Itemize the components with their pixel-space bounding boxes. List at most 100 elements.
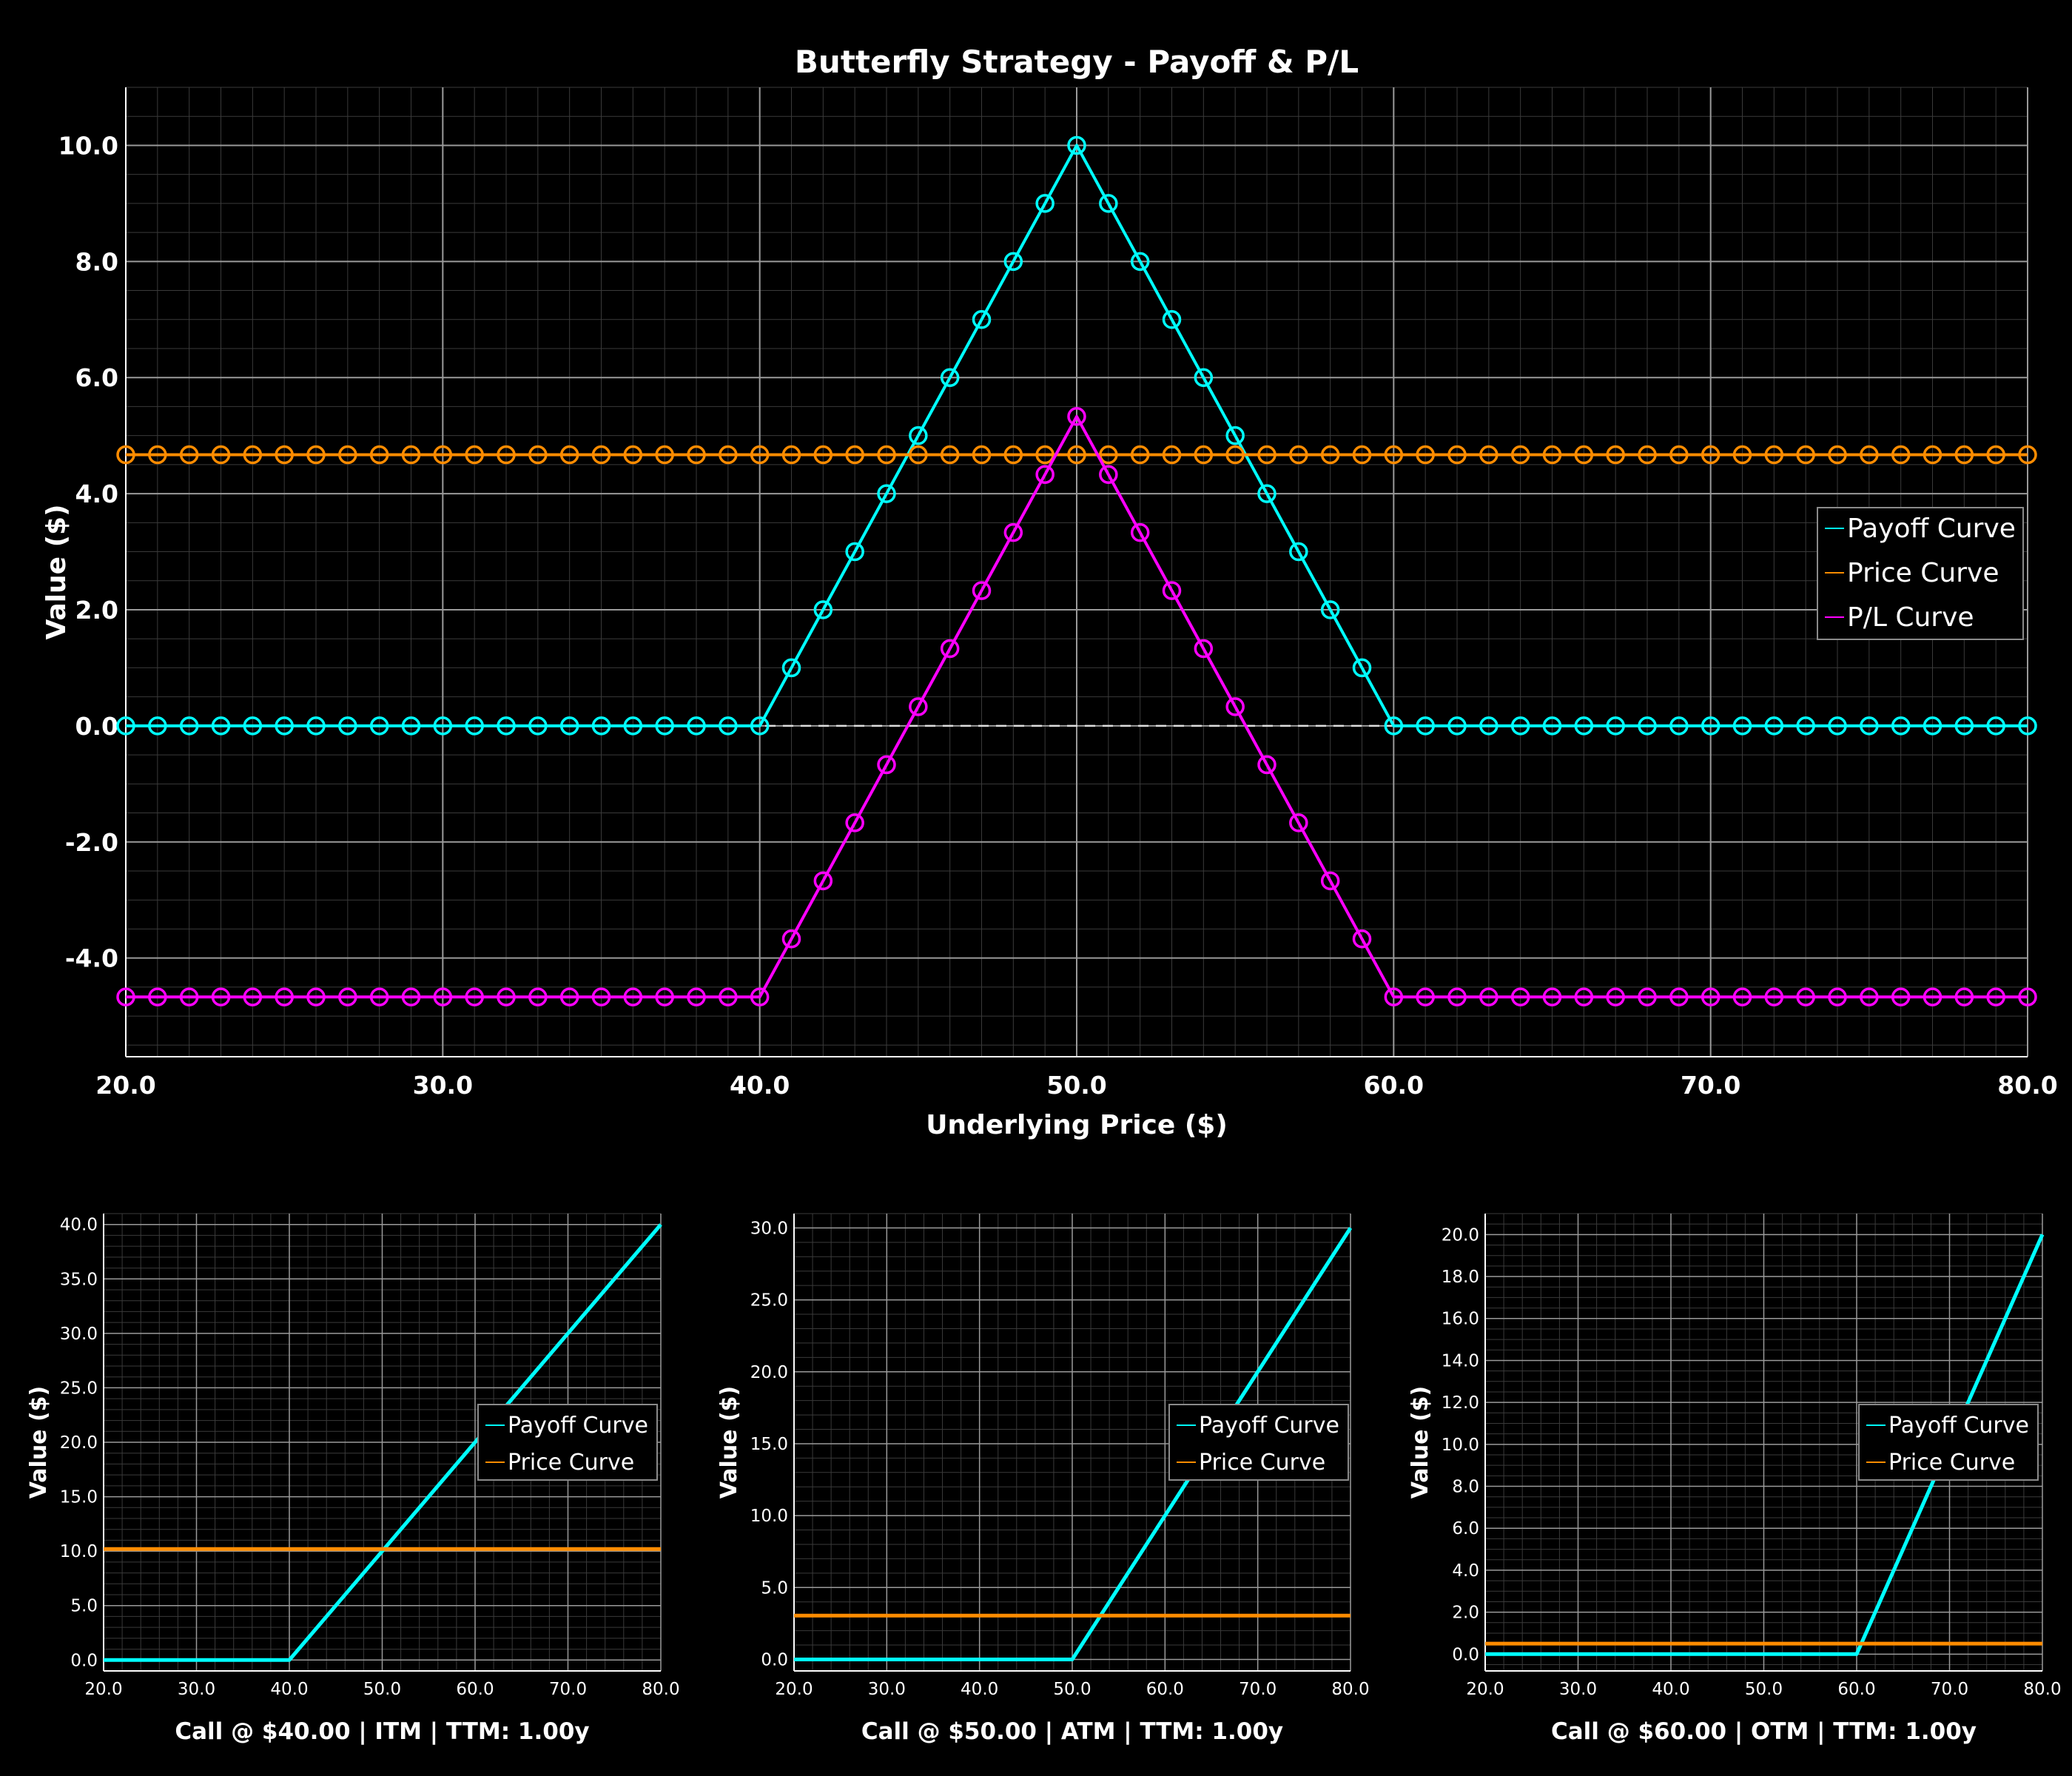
data-point-marker (1035, 194, 1054, 213)
legend-entry-1: Price Curve (1847, 558, 1999, 588)
y-tick-label: 15.0 (750, 1435, 788, 1454)
data-point-marker (211, 445, 231, 465)
y-tick-label: 0.0 (75, 712, 118, 741)
data-point-marker (845, 445, 864, 465)
data-point-marker (623, 445, 643, 465)
data-point-marker (1796, 987, 1815, 1006)
data-point-marker (211, 987, 231, 1006)
data-point-marker (401, 716, 421, 736)
data-point-marker (687, 445, 706, 465)
data-point-marker (909, 426, 928, 445)
legend-box (1168, 1404, 1349, 1481)
data-point-marker (465, 445, 484, 465)
x-tick-label: 80.0 (1331, 1680, 1369, 1699)
y-tick-label: 0.0 (761, 1650, 788, 1669)
data-point-marker (1289, 813, 1308, 832)
data-point-marker (909, 697, 928, 716)
data-point-marker (306, 987, 326, 1006)
data-point-marker (1574, 987, 1594, 1006)
data-point-marker (148, 987, 167, 1006)
data-point-marker (1257, 484, 1276, 503)
data-point-marker (719, 716, 738, 736)
data-point-marker (1352, 658, 1372, 678)
series-line-0 (1485, 1234, 2045, 1656)
data-point-marker (179, 716, 199, 736)
y-tick-label: -4.0 (65, 944, 118, 973)
data-point-marker (1194, 445, 1214, 465)
data-point-marker (1542, 987, 1562, 1006)
data-point-marker (813, 871, 833, 891)
data-point-marker (1986, 716, 2005, 736)
x-tick-label: 20.0 (84, 1680, 122, 1699)
data-point-marker (1352, 929, 1372, 949)
data-point-marker (1384, 987, 1404, 1006)
data-point-marker (497, 987, 516, 1006)
series-line-0 (104, 1223, 662, 1662)
x-tick-label: 50.0 (1053, 1680, 1091, 1699)
data-point-marker (655, 987, 674, 1006)
data-point-marker (1891, 716, 1911, 736)
y-tick-label: 4.0 (1452, 1561, 1479, 1581)
data-point-marker (1732, 987, 1752, 1006)
data-point-marker (401, 445, 421, 465)
legend: Payoff Curve Price Curve (477, 1404, 658, 1481)
data-point-marker (1225, 426, 1245, 445)
x-tick-label: 80.0 (1997, 1071, 2057, 1100)
data-point-marker (1701, 445, 1720, 465)
data-point-marker (1035, 445, 1054, 465)
data-point-marker (623, 987, 643, 1006)
option-chart-3: 20.0 30.0 40.0 50.0 60.0 70.0 80.0 0.0 2.0 4.0 6.0… (1407, 1213, 2062, 1745)
data-point-marker (243, 716, 263, 736)
data-point-marker (813, 445, 833, 465)
data-point-marker (781, 658, 801, 678)
data-point-marker (1860, 445, 1879, 465)
data-point-marker (591, 445, 611, 465)
data-point-marker (369, 445, 389, 465)
data-point-marker (1320, 871, 1340, 891)
data-point-marker (1067, 407, 1086, 426)
data-point-marker (401, 987, 421, 1006)
data-point-marker (750, 716, 770, 736)
x-tick-label: 20.0 (95, 1071, 155, 1100)
data-point-marker (465, 987, 484, 1006)
x-tick-label: 60.0 (1837, 1680, 1875, 1699)
data-point-marker (1764, 445, 1784, 465)
data-point-marker (1447, 987, 1467, 1006)
data-point-marker (1510, 445, 1530, 465)
y-tick-label: 4.0 (75, 480, 118, 508)
data-point-marker (1923, 716, 1942, 736)
data-point-marker (1479, 445, 1498, 465)
data-point-marker (1130, 445, 1150, 465)
option-chart-1: 20.0 30.0 40.0 50.0 60.0 70.0 80.0 0.0 5.0 10.0 15… (26, 1213, 680, 1745)
data-point-marker (972, 310, 992, 329)
x-tick-label: 40.0 (270, 1680, 308, 1699)
data-point-marker (116, 716, 135, 736)
data-point-marker (497, 716, 516, 736)
data-point-marker (1954, 716, 1974, 736)
data-point-marker (1638, 445, 1657, 465)
data-point-marker (719, 445, 738, 465)
data-point-marker (2018, 987, 2037, 1006)
data-point-marker (1162, 310, 1182, 329)
data-point-marker (972, 445, 992, 465)
y-tick-label: 18.0 (1442, 1268, 1479, 1287)
data-point-marker (1732, 445, 1752, 465)
data-point-marker (813, 600, 833, 619)
data-point-marker (1542, 716, 1562, 736)
data-point-marker (1416, 716, 1435, 736)
data-point-marker (1225, 445, 1245, 465)
data-point-marker (1986, 445, 2005, 465)
y-tick-label: 2.0 (75, 596, 118, 625)
series-line-0 (126, 144, 2028, 727)
x-tick-label: 40.0 (730, 1071, 790, 1100)
data-point-marker (719, 987, 738, 1006)
y-axis-label: Value ($) (26, 1386, 52, 1499)
data-point-marker (1891, 445, 1911, 465)
data-point-marker (1510, 716, 1530, 736)
data-point-marker (1986, 987, 2005, 1006)
y-tick-label: -2.0 (65, 828, 118, 857)
y-tick-label: 30.0 (60, 1325, 98, 1344)
data-point-marker (275, 987, 294, 1006)
data-point-marker (781, 929, 801, 949)
